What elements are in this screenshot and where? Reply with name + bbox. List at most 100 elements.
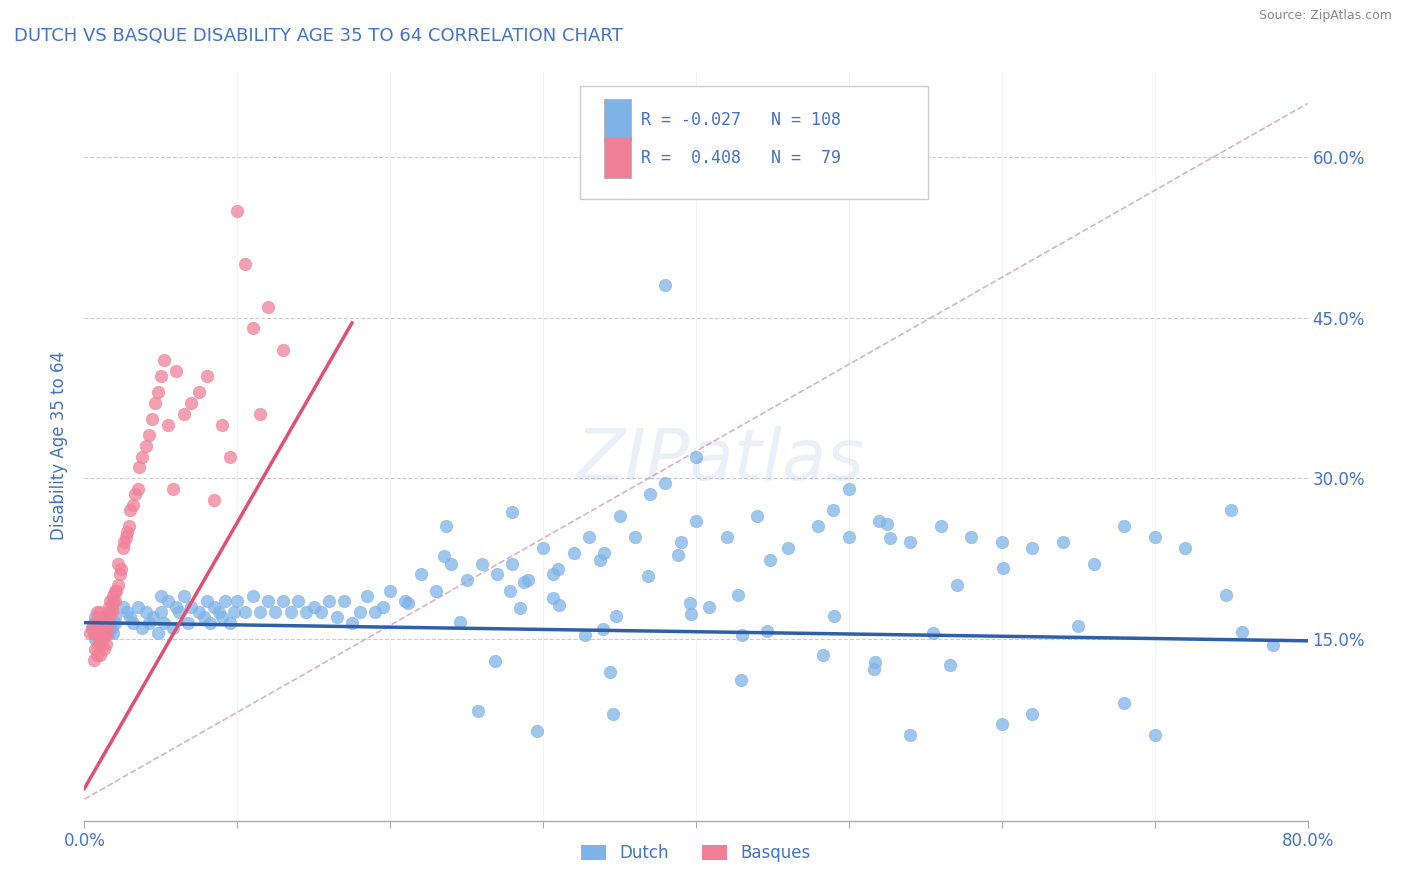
Point <box>84 610 107 624</box>
Point <box>685 514 707 528</box>
Point <box>84 615 107 630</box>
Point <box>531 541 554 555</box>
Point <box>107 557 129 571</box>
Point <box>863 662 886 676</box>
Point <box>86 605 108 619</box>
Point <box>879 531 901 545</box>
Point <box>96 610 118 624</box>
Point <box>280 605 302 619</box>
Point <box>165 599 187 614</box>
Point <box>83 653 105 667</box>
Point <box>83 615 105 630</box>
Point <box>211 417 233 432</box>
Point <box>264 605 287 619</box>
Point <box>249 605 271 619</box>
Point <box>87 637 110 651</box>
Point <box>97 599 120 614</box>
Point <box>1114 519 1136 533</box>
Point <box>104 610 127 624</box>
Point <box>198 615 221 630</box>
Point <box>257 594 280 608</box>
Point <box>97 615 120 630</box>
Point <box>945 578 967 592</box>
Point <box>103 589 125 603</box>
Point <box>249 407 271 421</box>
Point <box>94 615 117 630</box>
Point <box>173 589 195 603</box>
Point <box>271 343 294 357</box>
Point <box>146 385 169 400</box>
Point <box>97 626 120 640</box>
Point <box>588 553 610 567</box>
Point <box>96 626 118 640</box>
Point <box>502 557 524 571</box>
Point <box>637 569 659 583</box>
Point <box>162 482 184 496</box>
Point <box>122 615 145 630</box>
Point <box>89 648 111 662</box>
Point <box>114 530 136 544</box>
Point <box>91 610 114 624</box>
Point <box>115 605 138 619</box>
Point <box>758 553 780 567</box>
Point <box>149 605 172 619</box>
Point <box>547 598 569 612</box>
Point <box>516 573 538 587</box>
Point <box>562 546 585 560</box>
Point <box>94 637 117 651</box>
Point <box>128 460 150 475</box>
Point <box>271 594 294 608</box>
Point <box>681 607 703 622</box>
Point <box>93 642 115 657</box>
Point <box>624 530 647 544</box>
Point <box>394 594 416 608</box>
FancyBboxPatch shape <box>605 136 631 178</box>
Legend: Dutch, Basques: Dutch, Basques <box>575 838 817 869</box>
Point <box>202 599 225 614</box>
Point <box>456 573 478 587</box>
Point <box>195 369 218 384</box>
Point <box>87 626 110 640</box>
Point <box>86 621 108 635</box>
Point <box>202 492 225 507</box>
Point <box>609 508 631 523</box>
Point <box>409 567 432 582</box>
Point <box>1232 625 1254 640</box>
Point <box>513 574 536 589</box>
Point <box>135 439 157 453</box>
Point <box>211 610 233 624</box>
Point <box>499 584 522 599</box>
Point <box>127 599 149 614</box>
Point <box>731 628 754 642</box>
Point <box>89 605 111 619</box>
Point <box>98 615 121 630</box>
Point <box>94 621 117 635</box>
Point <box>86 648 108 662</box>
Point <box>89 615 111 630</box>
Point <box>79 626 101 640</box>
Point <box>257 300 280 314</box>
Point <box>807 519 830 533</box>
Point <box>747 508 769 523</box>
Point <box>349 605 371 619</box>
Point <box>669 535 692 549</box>
Point <box>146 626 169 640</box>
Point <box>1215 588 1237 602</box>
Point <box>104 615 127 630</box>
Point <box>898 535 921 549</box>
Point <box>104 594 127 608</box>
Point <box>484 654 506 668</box>
Point <box>118 519 141 533</box>
Text: R =  0.408   N =  79: R = 0.408 N = 79 <box>641 149 841 167</box>
Point <box>938 657 960 672</box>
Point <box>921 626 943 640</box>
Point <box>149 589 172 603</box>
Point <box>730 673 752 688</box>
Point <box>302 599 325 614</box>
Text: Source: ZipAtlas.com: Source: ZipAtlas.com <box>1258 9 1392 22</box>
Point <box>167 605 190 619</box>
Point <box>991 535 1014 549</box>
Point <box>467 705 489 719</box>
Point <box>180 599 202 614</box>
Point <box>93 626 115 640</box>
